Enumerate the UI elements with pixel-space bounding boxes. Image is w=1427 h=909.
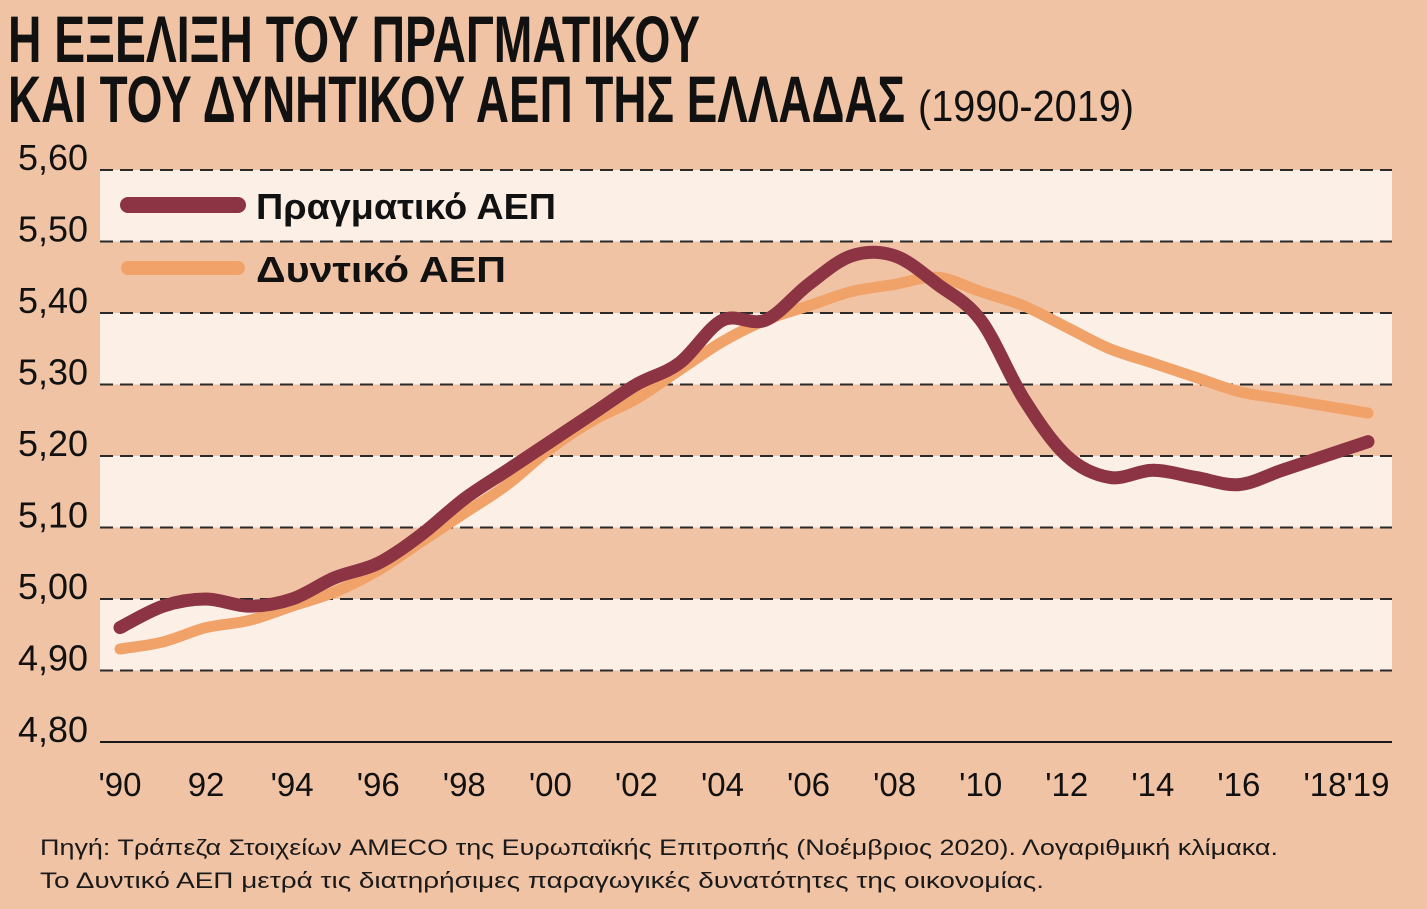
x-tick-label: '94	[271, 766, 314, 803]
x-tick-label: '18	[1303, 766, 1346, 803]
grid-band	[100, 599, 1392, 671]
x-tick-label: '00	[529, 766, 572, 803]
legend-label-potential-gdp: Δυντικό ΑΕΠ	[256, 249, 506, 290]
y-tick-label: 5,10	[18, 495, 88, 536]
x-tick-label: '98	[443, 766, 486, 803]
x-tick-label: '06	[787, 766, 830, 803]
x-tick-label: '08	[873, 766, 916, 803]
chart-grid	[100, 169, 1392, 743]
y-tick-label: 5,40	[18, 280, 88, 321]
y-tick-label: 5,50	[18, 209, 88, 250]
y-tick-label: 5,60	[18, 137, 88, 178]
x-tick-label: '90	[98, 766, 141, 803]
grid-band	[100, 456, 1392, 528]
footnote: Πηγή: Τράπεζα Στοιχείων AMECO της Ευρωπα…	[40, 835, 1278, 893]
chart-title: Η ΕΞΕΛΙΞΗ ΤΟΥ ΠΡΑΓΜΑΤΙΚΟΥ ΚΑΙ ΤΟΥ ΔΥΝΗΤΙ…	[8, 2, 1134, 136]
legend-label-real-gdp: Πραγματικό ΑΕΠ	[256, 186, 556, 227]
x-tick-label: '14	[1131, 766, 1174, 803]
x-tick-label: '10	[959, 766, 1002, 803]
y-tick-label: 4,90	[18, 638, 88, 679]
y-tick-label: 4,80	[18, 709, 88, 750]
chart-title-period: (1990-2019)	[918, 82, 1134, 131]
x-tick-label: '96	[357, 766, 400, 803]
x-tick-label: '12	[1045, 766, 1088, 803]
x-tick-label: 92	[188, 766, 225, 803]
chart-title-line-2: ΚΑΙ ΤΟΥ ΔΥΝΗΤΙΚΟΥ ΑΕΠ ΤΗΣ ΕΛΛΑΔΑΣ	[8, 62, 905, 136]
x-tick-label: '19	[1346, 766, 1389, 803]
chart-series	[113, 245, 1375, 655]
footnote-source: Πηγή: Τράπεζα Στοιχείων AMECO της Ευρωπα…	[40, 835, 1278, 860]
series-line-real-gdp	[113, 245, 1375, 635]
x-tick-label: '02	[615, 766, 658, 803]
y-axis-labels: 4,80 4,90 5,00 5,10 5,20 5,30 5,40 5,50 5,60	[18, 137, 88, 750]
x-axis-labels: '90 92 '94 '96 '98 '00 '02 '04 '06 '08 '10 '12 '14 '1…	[98, 766, 1389, 803]
series-line-potential-gdp	[114, 271, 1374, 655]
grid-band	[100, 170, 1392, 242]
y-tick-label: 5,30	[18, 352, 88, 393]
x-tick-label: '04	[701, 766, 744, 803]
y-tick-label: 5,00	[18, 566, 88, 607]
legend: Πραγματικό ΑΕΠ Δυντικό ΑΕΠ	[120, 186, 556, 290]
footnote-note: Το Δυντικό ΑΕΠ μετρά τις διατηρήσιμες πα…	[40, 868, 1044, 893]
y-tick-label: 5,20	[18, 423, 88, 464]
x-tick-label: '16	[1217, 766, 1260, 803]
chart-title-line-1: Η ΕΞΕΛΙΞΗ ΤΟΥ ΠΡΑΓΜΑΤΙΚΟΥ	[8, 2, 700, 76]
